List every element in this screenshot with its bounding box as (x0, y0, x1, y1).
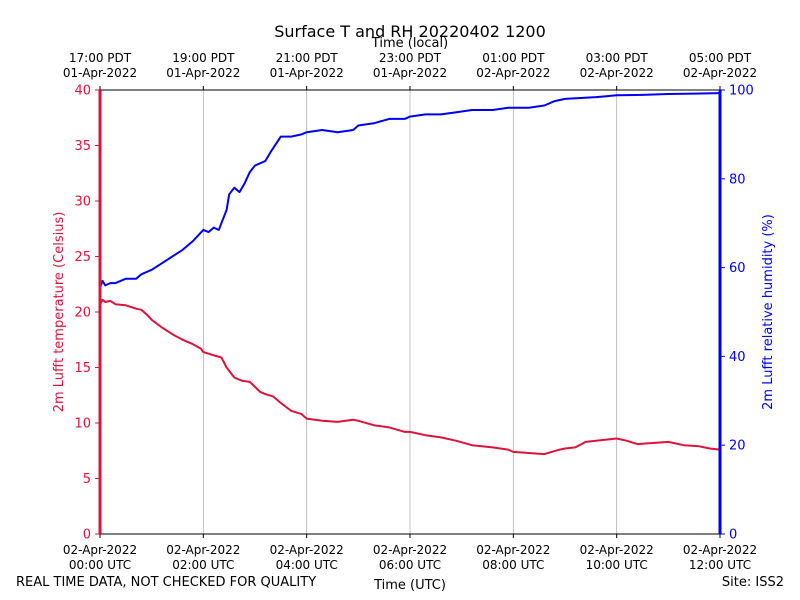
bottom-tick-date: 02-Apr-2022 (683, 543, 757, 557)
bottom-tick-time: 10:00 UTC (586, 558, 648, 572)
top-tick-time: 01:00 PDT (482, 51, 545, 65)
right-tick-label: 60 (729, 261, 746, 276)
right-tick-label: 100 (729, 84, 754, 99)
series-group (99, 92, 721, 456)
right-tick-label: 0 (729, 528, 737, 543)
left-tick-label: 30 (74, 195, 91, 210)
temperature-line (99, 298, 721, 456)
left-tick-label: 25 (74, 250, 91, 265)
top-tick-time: 23:00 PDT (379, 51, 442, 65)
bottom-axis-label: Time (UTC) (373, 578, 446, 593)
bottom-tick-date: 02-Apr-2022 (476, 543, 550, 557)
chart-title: Surface T and RH 20220402 1200 (274, 22, 546, 41)
bottom-tick-date: 02-Apr-2022 (373, 543, 447, 557)
right-tick-label: 20 (729, 439, 746, 454)
top-tick-time: 03:00 PDT (586, 51, 649, 65)
bottom-tick-date: 02-Apr-2022 (270, 543, 344, 557)
bottom-tick-time: 02:00 UTC (172, 558, 234, 572)
top-tick-date: 02-Apr-2022 (476, 66, 550, 80)
top-tick-date: 01-Apr-2022 (166, 66, 240, 80)
bottom-tick-time: 06:00 UTC (379, 558, 441, 572)
top-tick-date: 01-Apr-2022 (63, 66, 137, 80)
top-tick-time: 17:00 PDT (69, 51, 132, 65)
left-tick-label: 0 (83, 528, 91, 543)
top-tick-time: 19:00 PDT (172, 51, 235, 65)
bottom-tick-date: 02-Apr-2022 (166, 543, 240, 557)
right-axis-ticks: 0 20 40 60 80 100 (720, 84, 754, 543)
site-label: Site: ISS2 (721, 575, 784, 590)
right-tick-label: 40 (729, 350, 746, 365)
humidity-line (99, 92, 721, 288)
right-axis-label: 2m Lufft relative humidity (%) (761, 214, 776, 410)
left-tick-label: 10 (74, 417, 91, 432)
left-axis-label: 2m Lufft temperature (Celsius) (52, 212, 67, 413)
left-tick-label: 35 (74, 139, 91, 154)
top-tick-date: 01-Apr-2022 (270, 66, 344, 80)
bottom-tick-time: 08:00 UTC (482, 558, 544, 572)
bottom-tick-date: 02-Apr-2022 (580, 543, 654, 557)
top-tick-date: 02-Apr-2022 (683, 66, 757, 80)
right-tick-label: 80 (729, 172, 746, 187)
left-axis-ticks: 0 5 10 15 20 25 30 35 40 (74, 84, 100, 543)
top-tick-time: 21:00 PDT (276, 51, 339, 65)
quality-note: REAL TIME DATA, NOT CHECKED FOR QUALITY (16, 575, 317, 590)
grid-lines (202, 90, 618, 534)
bottom-tick-time: 04:00 UTC (276, 558, 338, 572)
top-tick-time: 05:00 PDT (689, 51, 752, 65)
left-tick-label: 40 (74, 84, 91, 99)
bottom-tick-time: 12:00 UTC (689, 558, 751, 572)
top-tick-date: 01-Apr-2022 (373, 66, 447, 80)
bottom-tick-time: 00:00 UTC (69, 558, 131, 572)
top-tick-date: 02-Apr-2022 (580, 66, 654, 80)
left-tick-label: 20 (74, 306, 91, 321)
bottom-tick-date: 02-Apr-2022 (63, 543, 137, 557)
top-axis-label: Time (local) (371, 36, 448, 51)
left-tick-label: 15 (74, 361, 91, 376)
left-tick-label: 5 (83, 472, 91, 487)
